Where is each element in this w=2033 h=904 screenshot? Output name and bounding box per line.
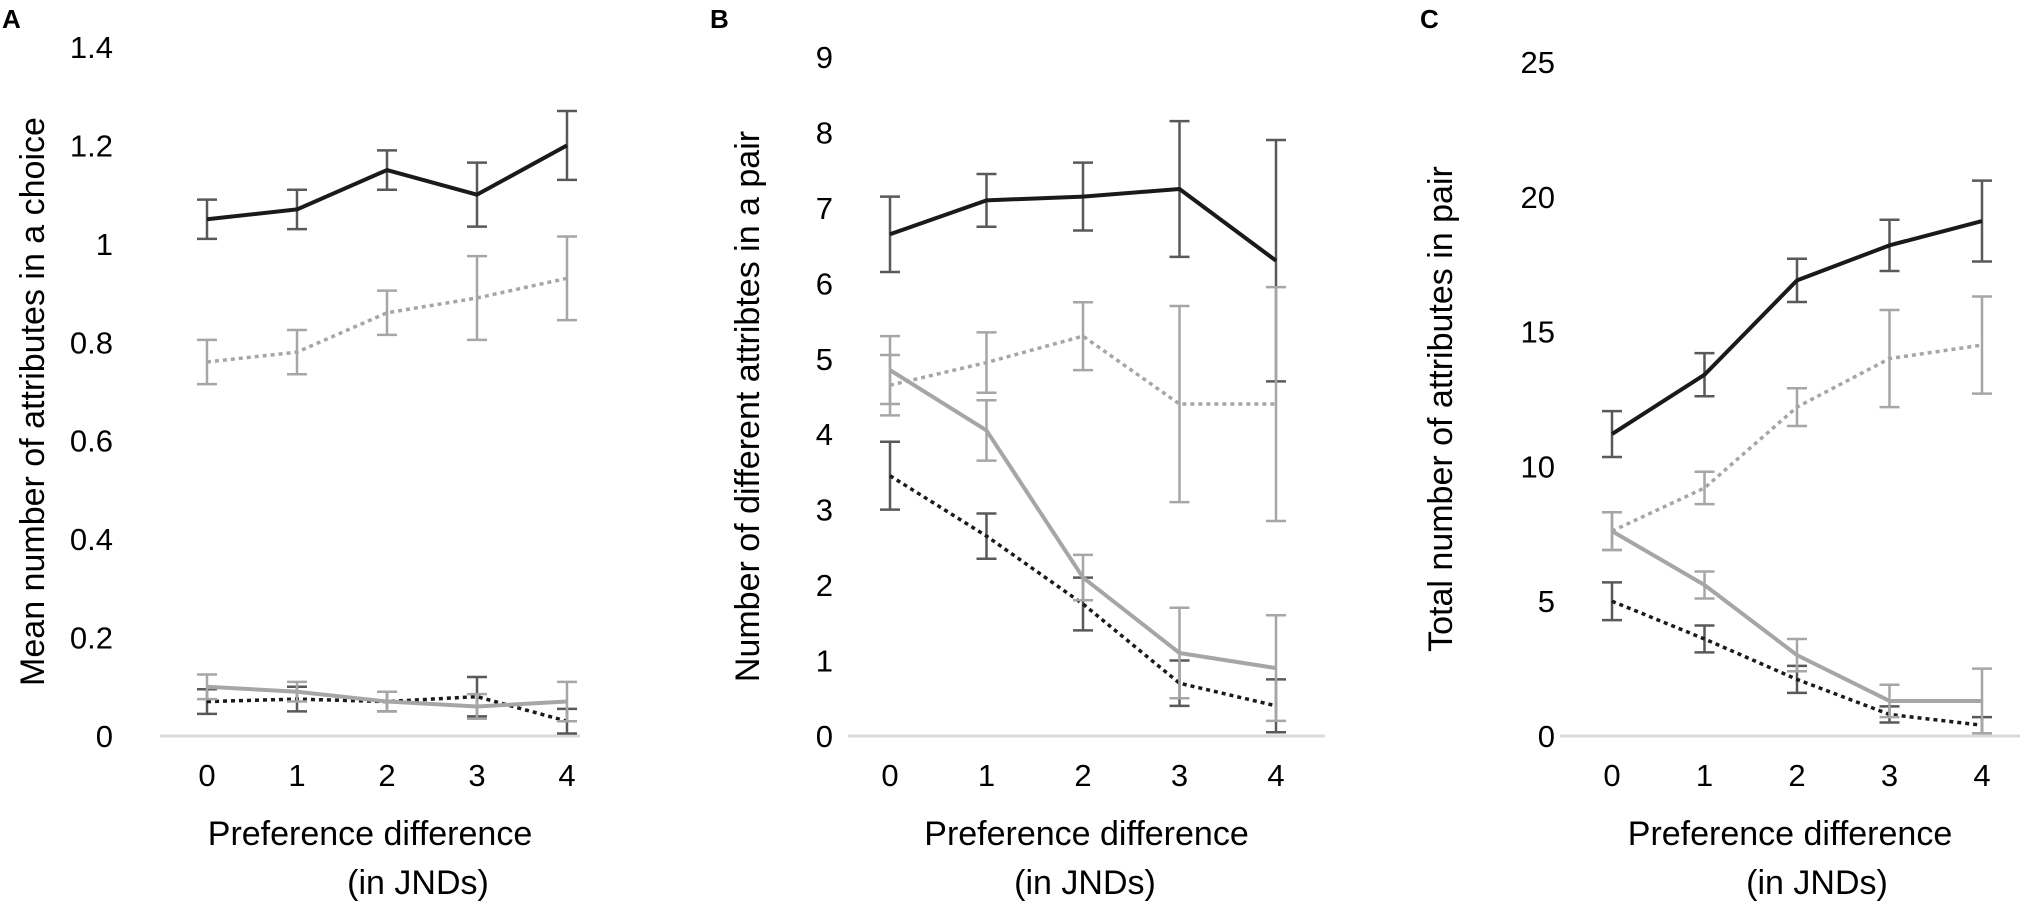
x-tick-label: 1 xyxy=(288,758,305,793)
series-gray-dotted xyxy=(197,235,577,386)
panel-b: B 0 1 2 3 4 5 6 7 8 9 0 1 2 3 4 Preference difference (i… xyxy=(710,4,1325,902)
error-bar xyxy=(1266,285,1286,523)
series-line xyxy=(1611,599,1983,727)
y-tick-label: 0 xyxy=(96,719,113,754)
series-line xyxy=(1610,529,1982,703)
series-gray-solid xyxy=(197,673,577,723)
y-axis-title: Mean number of attributes in a choice xyxy=(14,117,52,686)
series-gray-solid xyxy=(880,334,1286,723)
x-tick-label: 4 xyxy=(558,758,575,793)
x-tick-label: 1 xyxy=(1696,758,1713,793)
y-tick-label: 2 xyxy=(816,568,833,603)
x-axis-title-line1: Preference difference xyxy=(1628,815,1952,853)
x-tick-label: 0 xyxy=(1603,758,1620,793)
x-tick-label: 4 xyxy=(1973,758,1990,793)
x-tick-label: 2 xyxy=(1788,758,1805,793)
series-line xyxy=(1610,219,1983,436)
series-line xyxy=(889,474,1277,708)
error-bar xyxy=(1169,304,1190,504)
y-tick-label: 3 xyxy=(816,493,833,528)
panel-c: C 0 5 10 15 20 25 0 1 2 3 4 Preference difference (i… xyxy=(1420,4,2020,902)
y-tick-label: 10 xyxy=(1521,449,1555,484)
error-bar xyxy=(1694,470,1715,506)
y-tick-label: 1.2 xyxy=(70,128,113,163)
error-bar xyxy=(467,254,487,342)
x-tick-label: 1 xyxy=(978,758,995,793)
series-black-solid xyxy=(1602,179,1992,459)
series-line xyxy=(206,143,568,222)
x-tick-label: 2 xyxy=(1074,758,1091,793)
y-tick-label: 1 xyxy=(96,227,113,262)
x-axis-title-line1: Preference difference xyxy=(924,815,1248,853)
x-tick-label: 3 xyxy=(1881,758,1898,793)
panel-letter-c: C xyxy=(1420,4,1439,34)
x-tick-label: 0 xyxy=(881,758,898,793)
error-bar xyxy=(1073,300,1093,372)
x-tick-label: 0 xyxy=(198,758,215,793)
panel-c-plot: 0 5 10 15 20 25 0 1 2 3 4 Preference difference (in … xyxy=(1422,45,2020,902)
y-tick-label: 9 xyxy=(816,40,833,75)
series-gray-dotted xyxy=(880,285,1286,523)
panel-letter-b: B xyxy=(710,4,729,34)
y-axis-title: Number of different attribtes in a pair xyxy=(729,131,767,682)
y-tick-label: 15 xyxy=(1521,315,1555,350)
x-axis-title-line2: (in JNDs) xyxy=(347,864,489,902)
x-tick-label: 2 xyxy=(378,758,395,793)
series-line xyxy=(206,684,568,709)
panel-b-plot: 0 1 2 3 4 5 6 7 8 9 0 1 2 3 4 Preference difference (in … xyxy=(729,40,1325,902)
x-tick-label: 3 xyxy=(1171,758,1188,793)
y-tick-label: 20 xyxy=(1521,180,1555,215)
y-tick-label: 1.4 xyxy=(70,30,113,65)
y-tick-label: 5 xyxy=(1538,584,1555,619)
y-tick-label: 6 xyxy=(816,266,833,301)
x-tick-label: 4 xyxy=(1267,758,1284,793)
y-tick-label: 5 xyxy=(816,342,833,377)
error-bar xyxy=(377,289,397,337)
series-line xyxy=(1611,343,1983,533)
panel-a: A 0 0.2 0.4 0.6 0.8 1 1.2 1.4 0 1 2 3 4 Preference di… xyxy=(2,4,580,902)
series-line xyxy=(889,187,1278,263)
y-tick-label: 0.8 xyxy=(70,325,113,360)
series-gray-solid xyxy=(1602,510,1992,735)
x-axis-title-line2: (in JNDs) xyxy=(1746,864,1888,902)
y-tick-label: 25 xyxy=(1521,45,1555,80)
x-tick-label: 3 xyxy=(468,758,485,793)
y-tick-label: 4 xyxy=(816,417,833,452)
error-bar xyxy=(1972,295,1992,395)
y-tick-label: 0.2 xyxy=(70,621,113,656)
y-tick-label: 1 xyxy=(816,644,833,679)
error-bar xyxy=(557,235,577,322)
panel-letter-a: A xyxy=(2,4,21,34)
y-tick-label: 0 xyxy=(816,719,833,754)
series-line xyxy=(889,334,1276,406)
y-tick-label: 7 xyxy=(816,191,833,226)
error-bar xyxy=(880,334,900,406)
series-black-solid xyxy=(197,109,577,241)
x-axis-title-line1: Preference difference xyxy=(208,815,532,853)
y-tick-label: 0 xyxy=(1538,719,1555,754)
series-line xyxy=(888,368,1277,671)
x-axis-title-line2: (in JNDs) xyxy=(1014,864,1156,902)
y-axis-title: Total number of attributes in pair xyxy=(1422,166,1460,652)
y-tick-label: 8 xyxy=(816,115,833,150)
y-tick-label: 0.4 xyxy=(70,522,113,557)
series-gray-dotted xyxy=(1602,295,1992,552)
y-tick-label: 0.6 xyxy=(70,424,113,459)
panel-a-plot: 0 0.2 0.4 0.6 0.8 1 1.2 1.4 0 1 2 3 4 Preference diff… xyxy=(14,30,580,902)
